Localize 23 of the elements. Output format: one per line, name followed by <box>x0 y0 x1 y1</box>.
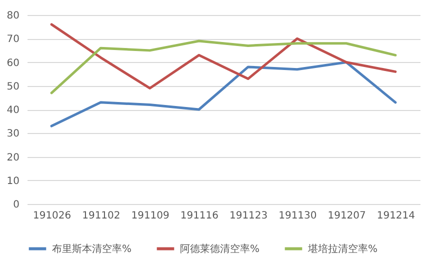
y-tick-label: 0 <box>13 200 20 210</box>
y-tick-label: 60 <box>6 58 20 69</box>
y-tick-label: 70 <box>6 34 20 46</box>
x-tick-label: 191130 <box>278 210 317 222</box>
y-tick-label: 50 <box>6 81 20 92</box>
y-tick-label: 10 <box>6 176 20 187</box>
x-tick-label: 191116 <box>180 210 219 222</box>
x-tick-label: 191026 <box>32 210 72 222</box>
legend-label: 布里斯本清空率% <box>52 242 132 255</box>
y-tick-label: 80 <box>6 10 20 22</box>
y-tick-label: 20 <box>6 152 20 164</box>
y-tick-label: 40 <box>6 105 20 116</box>
line-series <box>50 61 397 128</box>
y-tick-label: 30 <box>6 128 20 140</box>
legend-label: 阿德莱德清空率% <box>180 242 260 255</box>
x-tick-label: 191109 <box>131 210 170 222</box>
x-tick-label: 191102 <box>82 210 120 222</box>
x-tick-label: 191123 <box>229 210 268 222</box>
line-series <box>50 23 397 90</box>
line-series <box>50 40 397 94</box>
x-tick-label: 191214 <box>376 210 416 222</box>
legend-label: 堪培拉清空率% <box>307 242 378 255</box>
x-tick-label: 191207 <box>328 210 366 222</box>
